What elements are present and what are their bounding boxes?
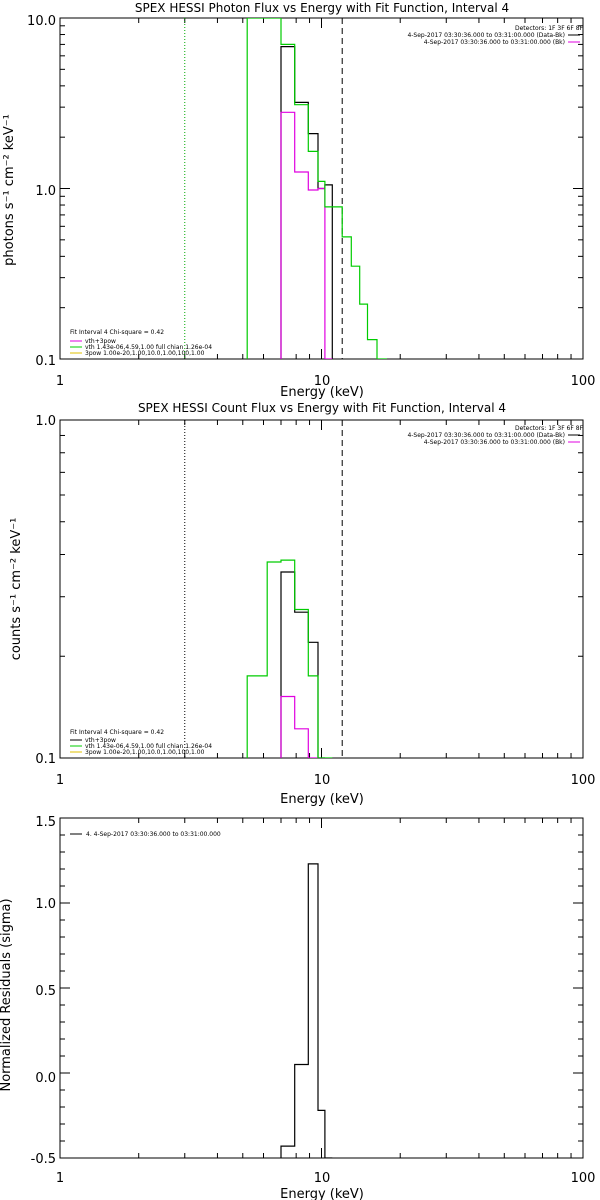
residuals-y-tick-label: 1.0 (35, 897, 56, 912)
photon-x-tick-label: 10 (314, 374, 331, 389)
count-x-axis-label: Energy (keV) (280, 792, 364, 807)
residuals-panel: Energy (keV) Normalized Residuals (sigma… (0, 815, 595, 1200)
photon-x-tick-label: 100 (571, 374, 596, 389)
plot-frame (59, 419, 584, 759)
residuals-y-tick-label: -0.5 (31, 1152, 56, 1167)
photon-fit-entry: vth 1.43e-06,4.59,1.00 full chian 1.26e-… (85, 344, 212, 351)
photon-legend-header: Detectors: 1F 3F 6F 8F (515, 25, 584, 32)
photon-y-tick-label: 0.1 (35, 354, 56, 369)
residuals-x-axis-label: Energy (keV) (280, 1187, 364, 1200)
series-fit (246, 18, 387, 359)
photon-legend-entry: 4-Sep-2017 03:30:36.000 to 03:31:00.000 … (407, 32, 565, 39)
count-y-tick-label: 1.0 (35, 414, 56, 429)
count-legend-entry: 4-Sep-2017 03:30:36.000 to 03:31:00.000 … (407, 432, 565, 439)
residuals-y-axis-label: Normalized Residuals (sigma) (0, 898, 14, 1091)
count-fit-entry: vth 1.43e-06,4.59,1.00 full chian 1.26e-… (85, 743, 212, 750)
photon-y-axis-label: photons s⁻¹ cm⁻² keV⁻¹ (2, 114, 17, 266)
photon-chart-title: SPEX HESSI Photon Flux vs Energy with Fi… (135, 1, 509, 15)
count-x-tick-label: 10 (314, 773, 331, 788)
count-x-tick-label: 100 (571, 773, 596, 788)
series-group (246, 18, 387, 359)
photon-fit-header: Fit Interval 4 Chi-square = 0.42 (70, 329, 164, 336)
photon-flux-panel: SPEX HESSI Photon Flux vs Energy with Fi… (2, 1, 595, 400)
series-bk (280, 111, 333, 359)
series-residuals (280, 863, 333, 1158)
count-fit-entry: vth+3pow (85, 737, 116, 744)
photon-y-tick-label: 10.0 (27, 14, 56, 29)
count-x-tick-label: 1 (56, 773, 64, 788)
photon-legend-entry: 4-Sep-2017 03:30:36.000 to 03:31:00.000 … (424, 39, 565, 46)
series-group (246, 559, 333, 758)
count-chart-title: SPEX HESSI Count Flux vs Energy with Fit… (138, 401, 506, 415)
series-group (280, 863, 333, 1158)
photon-x-axis-label: Energy (keV) (280, 385, 364, 400)
count-legend-entry: 4-Sep-2017 03:30:36.000 to 03:31:00.000 … (424, 439, 565, 446)
residuals-y-tick-label: 0.5 (35, 984, 56, 999)
residuals-y-tick-label: 1.5 (35, 815, 56, 830)
residuals-x-tick-label: 10 (314, 1171, 331, 1186)
photon-fit-entry: vth+3pow (85, 338, 116, 345)
count-fit-entry: 3pow 1.00e-20,1.00,10.0,1.00,100,1.00 (85, 749, 205, 756)
residuals-x-tick-label: 100 (571, 1171, 596, 1186)
photon-fit-entry: 3pow 1.00e-20,1.00,10.0,1.00,100,1.00 (85, 350, 205, 357)
count-legend-header: Detectors: 1F 3F 6F 8F (515, 425, 584, 432)
count-fit-header: Fit Interval 4 Chi-square = 0.42 (70, 729, 164, 736)
residuals-x-tick-label: 1 (56, 1171, 64, 1186)
series-fit (246, 559, 333, 758)
count-flux-panel: SPEX HESSI Count Flux vs Energy with Fit… (9, 401, 595, 807)
count-y-tick-label: 0.1 (35, 752, 56, 767)
photon-y-tick-label: 1.0 (35, 184, 56, 199)
count-y-axis-label: counts s⁻¹ cm⁻² keV⁻¹ (9, 518, 24, 661)
photon-x-tick-label: 1 (56, 374, 64, 389)
series-bk (280, 695, 318, 758)
residuals-legend-entry: 4. 4-Sep-2017 03:30:36.000 to 03:31:00.0… (86, 831, 221, 838)
plot-frame (59, 817, 584, 1159)
residuals-y-tick-label: 0.0 (35, 1071, 56, 1086)
series-data-bk (280, 46, 333, 359)
